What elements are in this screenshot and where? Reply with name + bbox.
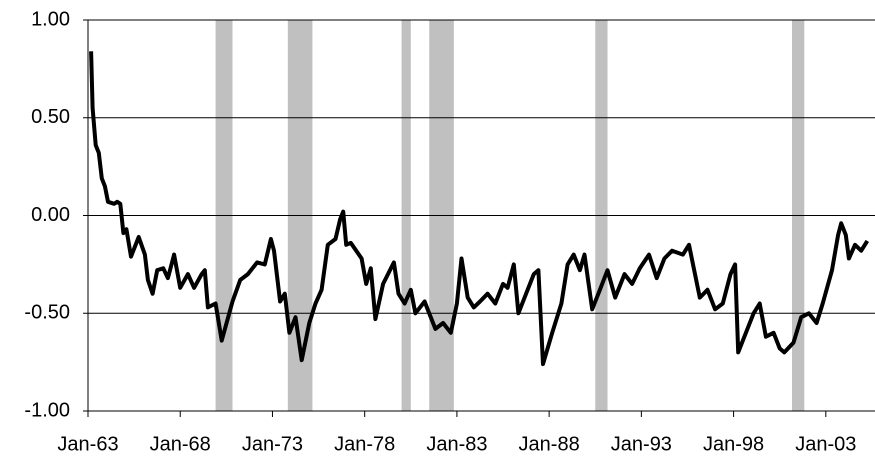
x-tick-label: Jan-98 bbox=[703, 433, 764, 455]
x-tick-label: Jan-83 bbox=[426, 433, 487, 455]
data-line bbox=[89, 51, 869, 367]
y-tick-label: 0.00 bbox=[31, 204, 70, 226]
y-tick-label: -0.50 bbox=[24, 302, 70, 324]
x-tick-label: Jan-68 bbox=[150, 433, 211, 455]
x-tick-label: Jan-78 bbox=[334, 433, 395, 455]
x-tick-label: Jan-73 bbox=[242, 433, 303, 455]
y-tick-label: 0.50 bbox=[31, 106, 70, 128]
x-tick-label: Jan-88 bbox=[519, 433, 580, 455]
y-tick-label: 1.00 bbox=[31, 8, 70, 30]
x-tick-label: Jan-03 bbox=[795, 433, 856, 455]
y-tick-label: -1.00 bbox=[24, 399, 70, 421]
x-tick-label: Jan-63 bbox=[57, 433, 118, 455]
x-tick-label: Jan-93 bbox=[611, 433, 672, 455]
